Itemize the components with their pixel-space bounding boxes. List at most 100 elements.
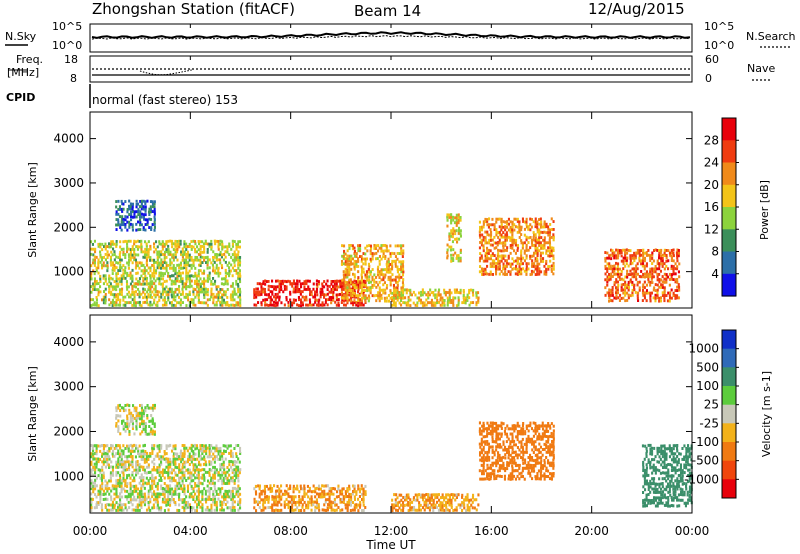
echo-cell [146, 414, 149, 417]
echo-cell [90, 455, 93, 459]
echo-cell [131, 446, 134, 450]
echo-cell [126, 468, 129, 472]
echo-cell [144, 213, 147, 217]
echo-cell [187, 261, 190, 265]
echo-cell [651, 257, 654, 260]
echo-cell [339, 492, 342, 496]
echo-cell [188, 279, 191, 283]
echo-cell [120, 503, 123, 507]
echo-cell [491, 264, 494, 268]
echo-cell [206, 255, 209, 259]
echo-cell [219, 239, 222, 243]
echo-cell [201, 444, 204, 447]
echo-cell [332, 492, 335, 496]
echo-cell [541, 225, 544, 229]
echo-cell [676, 259, 679, 263]
echo-cell [221, 288, 224, 292]
echo-cell [667, 259, 670, 263]
echo-cell [197, 498, 200, 502]
echo-cell [398, 276, 401, 279]
echo-cell [154, 500, 157, 504]
echo-cell [119, 260, 122, 264]
echo-cell [289, 500, 292, 504]
echo-cell [210, 290, 213, 293]
echo-cell [181, 444, 184, 447]
echo-cell [217, 245, 220, 249]
echo-cell [224, 474, 227, 477]
echo-cell [387, 264, 390, 268]
echo-cell [195, 495, 198, 499]
echo-cell [161, 474, 164, 477]
echo-cell [145, 476, 148, 480]
echo-cell [616, 248, 619, 252]
echo-cell [117, 208, 120, 211]
echo-cell [375, 285, 378, 289]
echo-cell [162, 455, 165, 459]
echo-cell [276, 500, 279, 504]
echo-cell [355, 265, 358, 268]
echo-cell [146, 199, 149, 203]
echo-cell [620, 270, 623, 273]
echo-cell [237, 457, 240, 461]
echo-cell [384, 268, 387, 271]
echo-cell [97, 244, 100, 248]
echo-cell [106, 454, 109, 458]
echo-cell [654, 283, 657, 286]
echo-cell [412, 290, 415, 294]
echo-cell [489, 270, 492, 274]
echo-cell [326, 279, 329, 283]
echo-cell [536, 272, 539, 276]
echo-cell [420, 290, 423, 294]
echo-cell [199, 463, 202, 467]
echo-cell [606, 256, 609, 260]
echo-cell [382, 255, 385, 259]
echo-cell [213, 471, 216, 475]
echo-cell [649, 272, 652, 276]
echo-cell [293, 301, 296, 305]
echo-cell [273, 484, 276, 488]
echo-cell [133, 443, 136, 447]
echo-cell [176, 277, 179, 280]
echo-cell [276, 508, 279, 512]
echo-cell [377, 291, 380, 295]
echo-cell [645, 289, 648, 292]
echo-cell [310, 508, 313, 512]
echo-cell [402, 296, 405, 300]
echo-region [253, 484, 367, 513]
echo-cell [672, 278, 675, 281]
echo-cell [481, 225, 484, 229]
echo-cell [349, 293, 352, 297]
echo-cell [135, 498, 138, 502]
echo-cell [527, 248, 530, 252]
echo-cell [163, 261, 166, 264]
echo-cell [353, 301, 356, 304]
echo-cell [305, 503, 308, 507]
echo-cell [156, 498, 159, 502]
echo-cell [384, 288, 387, 292]
echo-cell [269, 295, 272, 299]
echo-cell [190, 284, 193, 288]
echo-cell [154, 247, 157, 251]
echo-cell [138, 508, 141, 512]
echo-cell [206, 505, 209, 509]
echo-cell [140, 199, 143, 203]
echo-cell [538, 249, 541, 253]
echo-cell [145, 253, 148, 257]
echo-cell [350, 282, 353, 286]
echo-cell [117, 452, 120, 455]
echo-cell [649, 296, 652, 300]
echo-cell [204, 290, 207, 294]
echo-cell [131, 424, 134, 428]
echo-cell [111, 240, 114, 244]
echo-cell [635, 267, 638, 271]
echo-cell [649, 275, 652, 278]
echo-cell [115, 406, 118, 410]
echo-cell [139, 404, 142, 407]
echo-cell [217, 285, 220, 289]
echo-cell [124, 455, 127, 459]
echo-cell [387, 270, 390, 274]
echo-cell [481, 256, 484, 260]
echo-cell [649, 299, 652, 303]
echo-cell [169, 500, 172, 504]
echo-cell [215, 263, 218, 267]
